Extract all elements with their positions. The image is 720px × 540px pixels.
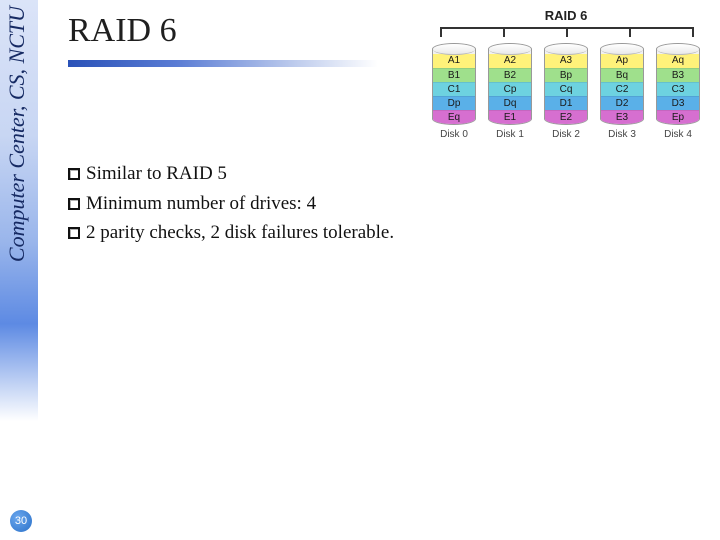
parity-stripe: Ap bbox=[601, 54, 643, 68]
disk-label: Disk 2 bbox=[552, 129, 580, 140]
parity-stripe: Eq bbox=[433, 110, 475, 124]
data-stripe: B1 bbox=[433, 68, 475, 82]
disk-cylinder: AqB3C3D3Ep bbox=[656, 43, 700, 125]
data-stripe: E1 bbox=[489, 110, 531, 124]
bus-bar bbox=[426, 25, 706, 43]
disk-cylinder: A3BpCqD1E2 bbox=[544, 43, 588, 125]
data-stripe: D3 bbox=[657, 96, 699, 110]
parity-stripe: Aq bbox=[657, 54, 699, 68]
parity-stripe: Bq bbox=[601, 68, 643, 82]
data-stripe: A2 bbox=[489, 54, 531, 68]
bus-drop bbox=[440, 27, 442, 37]
data-stripe: E3 bbox=[601, 110, 643, 124]
bullet-icon bbox=[68, 227, 80, 239]
bus-drop bbox=[629, 27, 631, 37]
disk-cylinder: ApBqC2D2E3 bbox=[600, 43, 644, 125]
disk-label: Disk 1 bbox=[496, 129, 524, 140]
data-stripe: A3 bbox=[545, 54, 587, 68]
disk-column: A3BpCqD1E2 Disk 2 bbox=[542, 43, 590, 140]
parity-stripe: Dp bbox=[433, 96, 475, 110]
data-stripe: B3 bbox=[657, 68, 699, 82]
title-underline bbox=[68, 60, 378, 67]
sidebar-gradient: Computer Center, CS, NCTU bbox=[0, 0, 38, 540]
raid6-diagram: RAID 6 A1B1C1DpEqDisk 0A2B2CpDqE1Disk 1A… bbox=[426, 8, 706, 178]
parity-stripe: Cq bbox=[545, 82, 587, 96]
page-number-badge: 30 bbox=[10, 510, 32, 532]
disk-column: AqB3C3D3Ep Disk 4 bbox=[654, 43, 702, 140]
list-item: Minimum number of drives: 4 bbox=[68, 190, 394, 218]
data-stripe: E2 bbox=[545, 110, 587, 124]
data-stripe: C2 bbox=[601, 82, 643, 96]
data-stripe: B2 bbox=[489, 68, 531, 82]
sidebar-label: Computer Center, CS, NCTU bbox=[4, 6, 30, 262]
disk-cylinder: A1B1C1DpEq bbox=[432, 43, 476, 125]
bullet-text: 2 parity checks, 2 disk failures tolerab… bbox=[86, 222, 394, 243]
parity-stripe: Dq bbox=[489, 96, 531, 110]
parity-stripe: Ep bbox=[657, 110, 699, 124]
list-item: 2 parity checks, 2 disk failures tolerab… bbox=[68, 219, 394, 247]
disk-cylinder: A2B2CpDqE1 bbox=[488, 43, 532, 125]
disk-column: ApBqC2D2E3 Disk 3 bbox=[598, 43, 646, 140]
list-item: Similar to RAID 5 bbox=[68, 160, 394, 188]
bullet-text: Similar to RAID 5 bbox=[86, 163, 227, 184]
page-title: RAID 6 bbox=[68, 12, 177, 50]
parity-stripe: Cp bbox=[489, 82, 531, 96]
bus-drop bbox=[566, 27, 568, 37]
disk-column: A2B2CpDqE1 Disk 1 bbox=[486, 43, 534, 140]
bullet-icon bbox=[68, 198, 80, 210]
bullet-icon bbox=[68, 168, 80, 180]
disk-row: A1B1C1DpEq Disk 0 A2B2CpDqE1 Disk 1 A3BpCqD1… bbox=[426, 43, 706, 140]
diagram-title: RAID 6 bbox=[426, 8, 706, 23]
data-stripe: D2 bbox=[601, 96, 643, 110]
disk-label: Disk 0 bbox=[440, 129, 468, 140]
data-stripe: A1 bbox=[433, 54, 475, 68]
bus-drop bbox=[503, 27, 505, 37]
disk-label: Disk 4 bbox=[664, 129, 692, 140]
data-stripe: D1 bbox=[545, 96, 587, 110]
bullet-text: Minimum number of drives: 4 bbox=[86, 193, 316, 214]
disk-column: A1B1C1DpEq Disk 0 bbox=[430, 43, 478, 140]
parity-stripe: Bp bbox=[545, 68, 587, 82]
data-stripe: C1 bbox=[433, 82, 475, 96]
disk-label: Disk 3 bbox=[608, 129, 636, 140]
bullet-list: Similar to RAID 5 Minimum number of driv… bbox=[68, 160, 394, 249]
data-stripe: C3 bbox=[657, 82, 699, 96]
bus-drop bbox=[692, 27, 694, 37]
